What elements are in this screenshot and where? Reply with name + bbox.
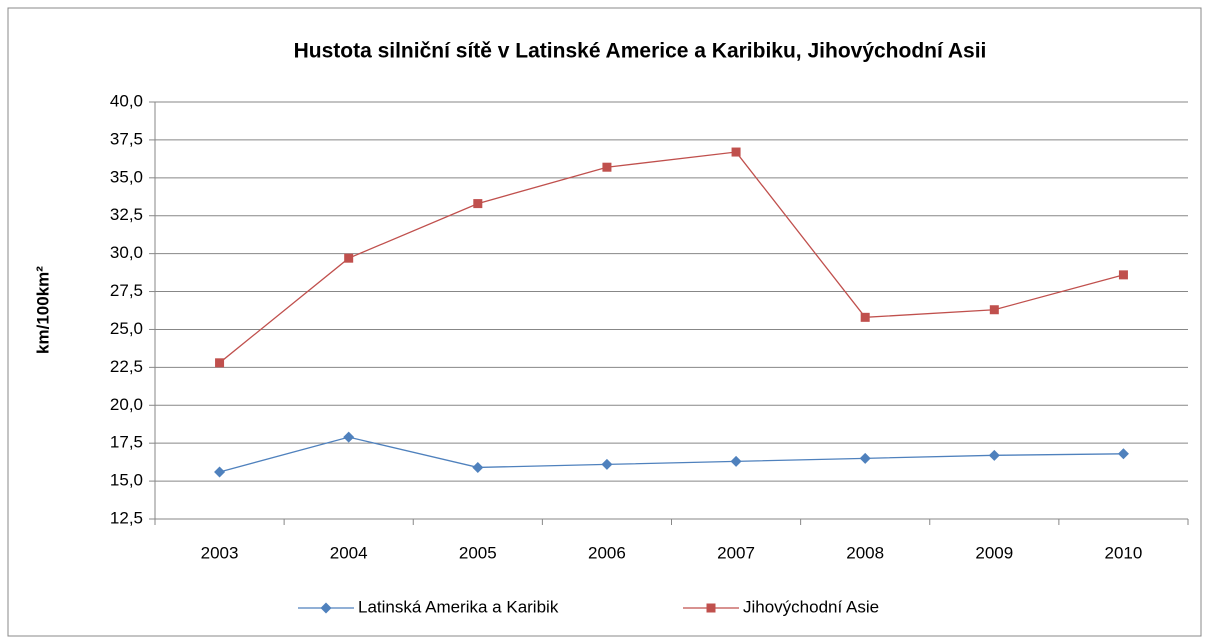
x-tick-label: 2006 bbox=[588, 543, 626, 562]
point bbox=[730, 455, 742, 467]
point bbox=[214, 466, 226, 478]
series-line bbox=[219, 436, 1124, 473]
y-tick-label: 17,5 bbox=[110, 433, 143, 452]
y-tick-label: 27,5 bbox=[110, 281, 143, 300]
x-tick-label: 2009 bbox=[975, 543, 1013, 562]
point bbox=[988, 449, 1000, 461]
y-tick-label: 32,5 bbox=[110, 205, 143, 224]
x-tick-label: 2003 bbox=[201, 543, 239, 562]
y-axis-title: km/100km² bbox=[33, 266, 52, 354]
legend-marker bbox=[320, 602, 332, 614]
legend-label: Latinská Amerika a Karibik bbox=[358, 597, 559, 616]
x-tick-label: 2005 bbox=[459, 543, 497, 562]
x-tick-label: 2004 bbox=[330, 543, 368, 562]
point bbox=[989, 305, 999, 315]
point bbox=[343, 431, 355, 443]
y-tick-label: 15,0 bbox=[110, 471, 143, 490]
x-tick-label: 2007 bbox=[717, 543, 755, 562]
x-tick-label: 2010 bbox=[1105, 543, 1143, 562]
point bbox=[1117, 448, 1129, 460]
y-tick-label: 35,0 bbox=[110, 167, 143, 186]
y-tick-label: 40,0 bbox=[110, 91, 143, 110]
point bbox=[215, 358, 225, 368]
y-tick-label: 30,0 bbox=[110, 243, 143, 262]
legend-marker bbox=[706, 603, 716, 613]
point bbox=[1118, 270, 1128, 280]
point bbox=[859, 452, 871, 464]
point bbox=[473, 199, 483, 209]
y-tick-label: 25,0 bbox=[110, 319, 143, 338]
chart-title: Hustota silniční sítě v Latinské Americe… bbox=[294, 40, 987, 63]
point bbox=[602, 162, 612, 172]
point bbox=[344, 253, 354, 263]
point bbox=[472, 461, 484, 473]
y-tick-label: 37,5 bbox=[110, 129, 143, 148]
y-tick-label: 12,5 bbox=[110, 508, 143, 527]
y-tick-label: 20,0 bbox=[110, 395, 143, 414]
x-tick-label: 2008 bbox=[846, 543, 884, 562]
point bbox=[860, 312, 870, 322]
point bbox=[601, 458, 613, 470]
series-line bbox=[219, 151, 1124, 364]
y-tick-label: 22,5 bbox=[110, 357, 143, 376]
legend-label: Jihovýchodní Asie bbox=[743, 597, 879, 616]
point bbox=[731, 147, 741, 157]
chart-frame bbox=[7, 7, 1202, 637]
